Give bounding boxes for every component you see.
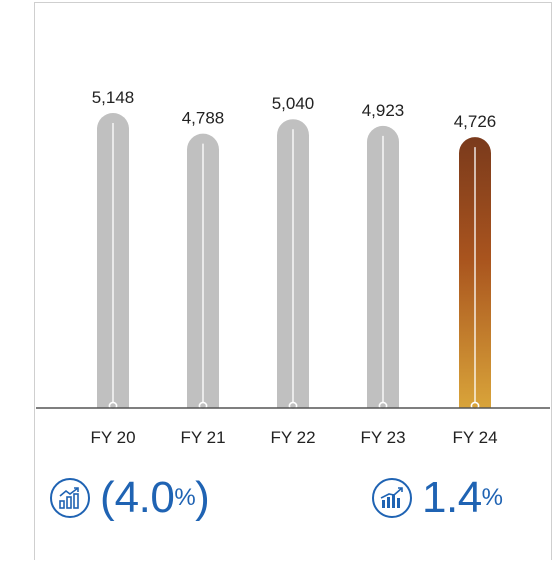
x-tick-label: FY 20 [90, 428, 135, 447]
stat-cagr-decline: ( 4.0 % ) [50, 476, 210, 520]
data-label: 4,923 [362, 101, 405, 120]
data-label: 4,788 [182, 109, 225, 128]
x-tick-label: FY 21 [180, 428, 225, 447]
stat-value: 1.4 [422, 473, 482, 522]
x-tick-label: FY 22 [270, 428, 315, 447]
stat-value: 4.0 [114, 473, 175, 522]
data-label: 5,148 [92, 88, 135, 107]
growth-chart-icon [50, 478, 90, 518]
x-tick-label: FY 24 [452, 428, 497, 447]
data-label: 5,040 [272, 94, 315, 113]
bar-chart: 5,148 FY 20 4,788 FY 21 5,040 FY 22 4,923 FY 23… [36, 88, 550, 447]
stat-unit: % [174, 484, 196, 511]
x-tick-label: FY 23 [360, 428, 405, 447]
close-paren: ) [195, 473, 210, 522]
open-paren: ( [100, 473, 115, 522]
stat-unit: % [481, 484, 503, 511]
stat-growth: 1.4 % [372, 476, 503, 520]
bar-growth-icon [372, 478, 412, 518]
data-label: 4,726 [454, 112, 497, 131]
